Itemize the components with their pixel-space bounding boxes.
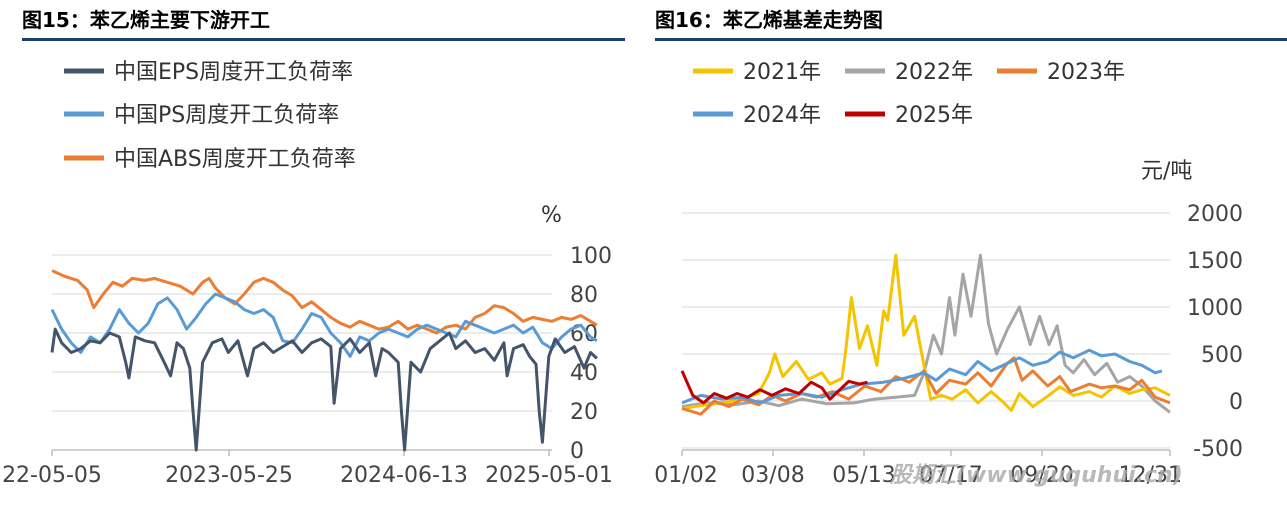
y-tick-label: 500 xyxy=(1201,343,1243,368)
watermark-text: 股期汇(www.guquhui.cn) xyxy=(889,463,1183,488)
right-title-rule xyxy=(655,38,1287,41)
y-tick-label: 100 xyxy=(570,244,612,269)
x-tick-label: 22-05-05 xyxy=(2,463,102,488)
x-tick-label: 2024-06-13 xyxy=(340,463,468,488)
right-figure-panel: 图16：苯乙烯基差走势图 -500 0 500 1000 1500 2000 元/吨 01/0… xyxy=(645,0,1287,506)
left-figure-title: 图15：苯乙烯主要下游开工 xyxy=(22,8,270,32)
series-line-y2021 xyxy=(681,253,1171,412)
y-tick-label: 1500 xyxy=(1187,249,1243,274)
x-tick-label: 12/31 xyxy=(1119,463,1182,488)
series-line-eps xyxy=(50,327,598,452)
legend-label-ps: 中国PS周度开工负荷率 xyxy=(114,103,339,128)
x-tick-label: 09/20 xyxy=(1010,463,1073,488)
x-tick-label: 07/17 xyxy=(919,463,982,488)
legend-label-eps: 中国EPS周度开工负荷率 xyxy=(114,60,353,85)
series-line-y2025 xyxy=(680,370,868,405)
right-line-chart: -500 0 500 1000 1500 2000 元/吨 01/02 03/08 05/13 07… xyxy=(654,60,1243,488)
x-tick-label: 03/08 xyxy=(741,463,804,488)
left-figure-panel: 图15：苯乙烯主要下游开工 0 20 40 60 80 100% 22-05-05 2023-… xyxy=(0,0,640,506)
series-line-y2024 xyxy=(681,348,1163,405)
x-tick-label: 2025-05-01 xyxy=(485,463,613,488)
x-tick-label: 01/02 xyxy=(654,463,717,488)
y-tick-label: 0 xyxy=(570,439,584,464)
x-tick-label: 2023-05-25 xyxy=(165,463,293,488)
x-tick-label: 05/13 xyxy=(832,463,895,488)
legend-label-y2021: 2021年 xyxy=(743,60,821,85)
y-tick-label: 2000 xyxy=(1187,202,1243,227)
y-axis-unit-label: 元/吨 xyxy=(1141,159,1192,184)
right-figure-title: 图16：苯乙烯基差走势图 xyxy=(655,8,883,32)
y-tick-label: 1000 xyxy=(1187,296,1243,321)
y-tick-label: 80 xyxy=(570,283,598,308)
y-tick-label: 20 xyxy=(570,400,598,425)
legend-label-y2022: 2022年 xyxy=(895,60,973,85)
legend-label-y2024: 2024年 xyxy=(743,103,821,128)
series-line-ps xyxy=(50,292,598,358)
y-tick-label: 60 xyxy=(570,322,598,347)
series-line-y2023 xyxy=(681,356,1171,416)
legend-label-y2025: 2025年 xyxy=(895,103,973,128)
legend-label-abs: 中国ABS周度开工负荷率 xyxy=(114,147,356,172)
legend-label-y2023: 2023年 xyxy=(1047,60,1125,85)
y-tick-label: 0 xyxy=(1229,390,1243,415)
y-axis-unit-label: % xyxy=(541,203,562,228)
series-line-y2022 xyxy=(681,253,1171,414)
series-line-abs xyxy=(51,269,598,335)
left-title-rule xyxy=(22,38,625,41)
y-tick-label: -500 xyxy=(1193,437,1243,462)
